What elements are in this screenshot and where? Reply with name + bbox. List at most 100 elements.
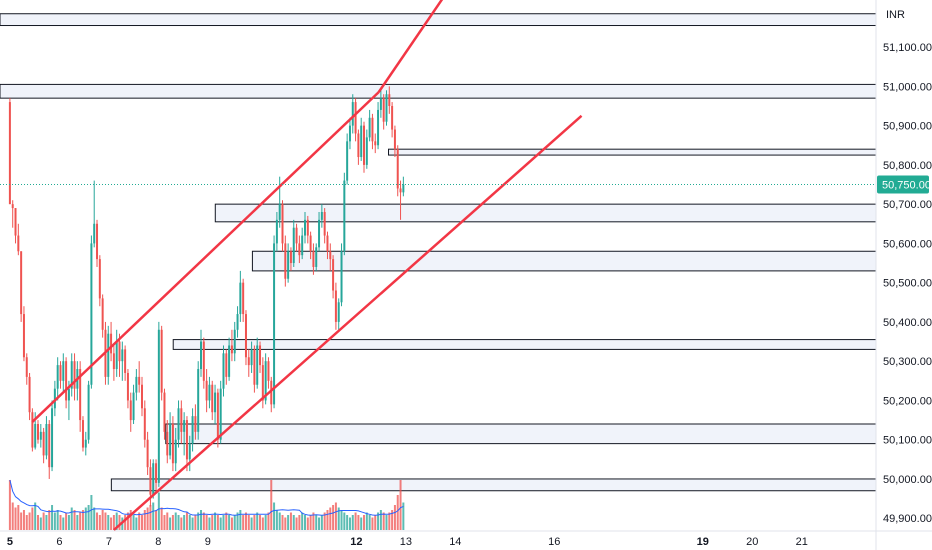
volume-bar [28, 512, 31, 530]
candle-body [152, 463, 155, 495]
candle-body [396, 149, 399, 189]
volume-bar [42, 512, 45, 530]
volume-bar [191, 517, 194, 530]
candle-body [149, 467, 152, 495]
y-tick-label: 51,100.00 [883, 42, 932, 54]
price-tag-bg [877, 175, 929, 194]
volume-bar [354, 512, 357, 530]
volume-bar [396, 495, 399, 530]
candle-body [298, 243, 301, 256]
candle-body [17, 235, 20, 252]
candle-body [191, 416, 194, 444]
volume-bar [393, 505, 396, 530]
volume-bar [216, 515, 219, 530]
candles [8, 86, 405, 507]
volume-bar [298, 515, 301, 530]
volume-bar [247, 515, 250, 530]
volume-bar [337, 507, 340, 530]
candle-body [393, 129, 396, 150]
volume-bar [360, 517, 363, 530]
y-tick-label: 49,900.00 [883, 513, 932, 525]
candle-body [334, 290, 337, 322]
candle-body [48, 424, 51, 468]
y-tick-label: 50,600.00 [883, 238, 932, 250]
candle-body [320, 212, 323, 220]
candle-body [301, 235, 304, 256]
candle-body [98, 259, 101, 299]
volume-bar [149, 505, 152, 530]
candle-body [312, 251, 315, 267]
candle-body [177, 408, 180, 440]
candle-body [236, 314, 239, 330]
volume-bar [371, 517, 374, 530]
volume-bar [244, 512, 247, 530]
x-tick-label: 21 [796, 536, 808, 548]
volume-bar [205, 515, 208, 530]
candle-body [37, 424, 40, 440]
volume-bar [329, 507, 332, 530]
volume-bar [320, 515, 323, 530]
candle-body [354, 102, 357, 134]
volume-bar [51, 505, 54, 530]
volume-bar [385, 515, 388, 530]
candle-body [45, 424, 48, 456]
volume-bar [126, 512, 129, 530]
volume-bar [326, 510, 329, 530]
volume-bar [104, 512, 107, 530]
candle-body [306, 219, 309, 236]
volume-bar [65, 512, 68, 530]
volume-bar [303, 515, 306, 530]
candle-body [278, 204, 281, 220]
x-tick-label: 14 [449, 536, 461, 548]
candle-body [281, 204, 284, 244]
volume-bar [346, 515, 349, 530]
volume-bar [388, 512, 391, 530]
volume-bar [101, 510, 104, 530]
candle-body [110, 333, 113, 354]
volume-bar [363, 515, 366, 530]
candle-body [219, 388, 222, 440]
volume-bar [169, 517, 172, 530]
candle-body [70, 361, 73, 389]
volume-bar [273, 502, 276, 530]
candle-body [270, 380, 273, 405]
volume-bar [368, 515, 371, 530]
volume-bar [284, 517, 287, 530]
candle-body [31, 412, 34, 448]
x-tick-label: 20 [746, 536, 758, 548]
candle-body [323, 212, 326, 236]
candle-body [118, 341, 121, 362]
candle-body [22, 314, 25, 358]
candle-body [256, 345, 259, 385]
volume-bar [289, 512, 292, 530]
volume-bar [152, 502, 155, 530]
volume-bar [45, 515, 48, 530]
volume-bar [118, 515, 121, 530]
volume-bar [25, 515, 28, 530]
y-tick-label: 50,000.00 [883, 474, 932, 486]
candle-body [346, 141, 349, 181]
volume-bar [39, 517, 42, 530]
x-tick-label: 6 [56, 536, 62, 548]
volume-bar [382, 512, 385, 530]
candle-body [53, 388, 56, 409]
volume-bar [292, 515, 295, 530]
candle-body [121, 349, 124, 362]
y-tick-label: 51,000.00 [883, 81, 932, 93]
candle-body [340, 251, 343, 303]
zone-0 [0, 13, 877, 27]
y-tick-label: 50,500.00 [883, 278, 932, 290]
candle-body [244, 314, 247, 358]
candle-body [250, 349, 253, 366]
volume-bar [315, 515, 318, 530]
channel-line-1 [377, 0, 444, 93]
volume-bar [93, 507, 96, 530]
volume-bar [278, 512, 281, 530]
candle-body [146, 439, 149, 468]
candle-body [20, 251, 23, 315]
volume-bar [188, 515, 191, 530]
volume-bar [8, 480, 11, 530]
candle-body [87, 384, 90, 440]
volume-bar [140, 515, 143, 530]
